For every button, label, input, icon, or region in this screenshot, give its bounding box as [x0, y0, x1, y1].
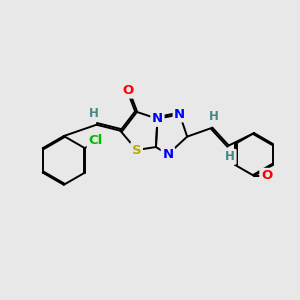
Text: H: H: [88, 107, 98, 120]
Text: O: O: [261, 169, 272, 182]
Text: N: N: [174, 108, 185, 121]
Text: N: N: [152, 112, 163, 125]
Text: N: N: [162, 148, 173, 161]
Text: O: O: [122, 84, 133, 97]
Text: Cl: Cl: [88, 134, 102, 147]
Text: H: H: [225, 150, 235, 163]
Text: S: S: [132, 143, 141, 157]
Text: H: H: [209, 110, 219, 123]
